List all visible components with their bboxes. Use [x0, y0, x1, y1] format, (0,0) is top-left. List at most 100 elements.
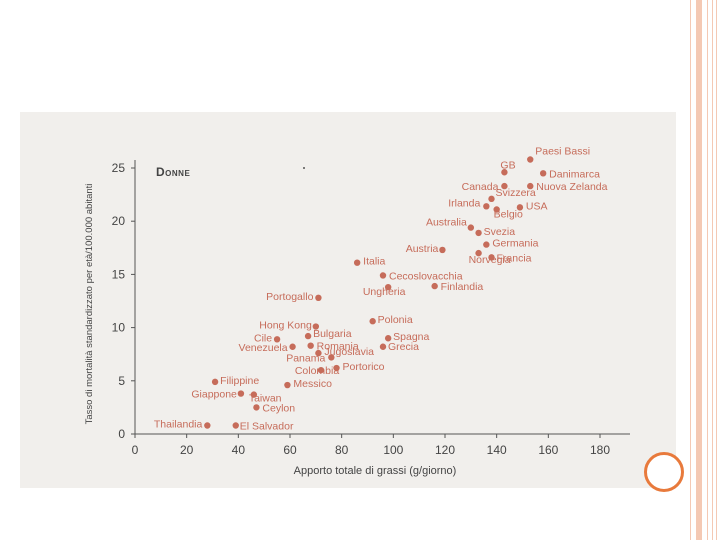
data-point: [333, 364, 340, 372]
data-point: [467, 224, 475, 231]
x-axis-label: Apporto totale di grassi (g/giorno): [294, 465, 457, 477]
data-point-label: Cile: [254, 332, 272, 344]
data-point-label: Paesi Bassi: [535, 145, 590, 157]
data-point-label: Thailandia: [154, 418, 203, 430]
y-tick-label: 0: [118, 427, 125, 441]
data-point: [431, 282, 438, 290]
data-point: [493, 206, 500, 213]
data-point: [475, 229, 482, 237]
print-speck: [303, 167, 305, 169]
data-point: [315, 294, 322, 302]
data-point-label: Germania: [492, 238, 538, 250]
y-tick-label: 15: [112, 267, 126, 281]
x-tick-label: 160: [538, 443, 558, 457]
data-point-label: Australia: [426, 217, 467, 229]
data-point: [539, 170, 547, 177]
data-point-label: Giappone: [191, 389, 237, 401]
data-point-label: Danimarca: [549, 168, 600, 180]
data-point-label: GB: [500, 159, 515, 171]
data-point: [253, 404, 260, 411]
data-point-label: Colombia: [295, 365, 340, 377]
data-point: [488, 195, 495, 203]
data-point-label: USA: [526, 200, 548, 212]
decorative-stripe: [696, 0, 702, 540]
data-point-label: Canada: [462, 181, 499, 193]
x-tick-label: 0: [132, 443, 139, 457]
chart-image: 0 20 40 60 80 100 120 140 160 180 0 5 10 15 20 25 Paesi…: [20, 112, 676, 488]
x-tick-label: 100: [383, 443, 403, 457]
data-point: [369, 318, 376, 325]
data-point-label: Ceylon: [262, 402, 295, 414]
data-point: [204, 422, 211, 429]
data-point-label: Norvegia: [469, 254, 511, 266]
data-point-label: Hong Kong: [259, 320, 312, 332]
data-point: [483, 203, 490, 210]
data-point-label: Finlandia: [441, 281, 484, 293]
data-point-label: Grecia: [388, 341, 419, 353]
data-point: [315, 349, 322, 357]
data-point-label: Austria: [406, 243, 439, 255]
y-tick-label: 10: [112, 321, 126, 335]
data-point: [289, 343, 296, 350]
data-point: [307, 342, 314, 349]
data-point: [353, 259, 361, 266]
data-point: [527, 156, 534, 163]
data-point: [284, 381, 291, 389]
data-point-label: El Salvador: [240, 420, 294, 432]
chart-ticks: 0 20 40 60 80 100 120 140 160 180 0 5 10 15 20 25: [112, 161, 611, 457]
decorative-stripe: [712, 0, 713, 540]
data-point: [237, 390, 245, 397]
decorative-stripe: [707, 0, 708, 540]
data-point-label: Ungheria: [363, 286, 406, 298]
data-point-label: Francia: [497, 252, 532, 264]
x-tick-label: 60: [283, 443, 297, 457]
data-point: [211, 378, 219, 386]
x-tick-label: 180: [590, 443, 610, 457]
data-point-label: Polonia: [378, 314, 413, 326]
data-point: [312, 323, 320, 330]
data-point-label: Panama: [286, 352, 325, 364]
y-axis-label: Tasso di mortalità standardizzato per et…: [84, 184, 95, 425]
data-point: [379, 272, 387, 279]
data-point: [501, 169, 508, 176]
data-point: [516, 204, 524, 211]
data-point: [232, 422, 239, 429]
data-point: [328, 354, 335, 361]
decorative-stripe: [690, 0, 691, 540]
data-point: [488, 254, 495, 261]
data-point: [273, 336, 281, 343]
x-tick-label: 20: [180, 443, 194, 457]
y-tick-label: 20: [112, 214, 126, 228]
data-point: [250, 391, 258, 398]
data-point-label: Messico: [293, 378, 332, 390]
x-tick-label: 40: [232, 443, 246, 457]
chart-points: Paesi Bassi GB Danimarca Canada Nuova Zeland…: [154, 145, 608, 432]
data-point-label: Venezuela: [239, 342, 288, 354]
data-point-label: Spagna: [393, 331, 429, 343]
x-tick-label: 140: [487, 443, 507, 457]
data-point-label: Svizzera: [496, 187, 536, 199]
decorative-circle: [644, 452, 684, 492]
x-tick-label: 80: [335, 443, 349, 457]
data-point-label: Italia: [363, 256, 385, 268]
chart-title: Donne: [156, 165, 190, 179]
data-point-label: Portogallo: [266, 291, 313, 303]
y-tick-label: 5: [118, 374, 125, 388]
scatter-chart: 0 20 40 60 80 100 120 140 160 180 0 5 10 15 20 25 Paesi…: [84, 145, 630, 477]
x-tick-label: 120: [435, 443, 455, 457]
data-point-label: Bulgaria: [313, 328, 352, 340]
data-point: [304, 332, 312, 340]
data-point: [527, 182, 534, 190]
chart-axes: [134, 160, 630, 435]
data-point-label: Nuova Zelanda: [536, 181, 607, 193]
data-point: [439, 246, 446, 254]
data-point-label: Belgio: [494, 208, 523, 220]
data-point-label: Filippine: [220, 375, 259, 387]
data-point-label: Cecoslovacchia: [389, 270, 463, 282]
data-point: [384, 335, 392, 342]
y-tick-label: 25: [112, 161, 126, 175]
data-point-label: Portorico: [343, 361, 385, 373]
data-point-label: Jugoslavia: [324, 346, 374, 358]
data-point: [317, 366, 325, 374]
data-point-label: Irlanda: [448, 197, 480, 209]
